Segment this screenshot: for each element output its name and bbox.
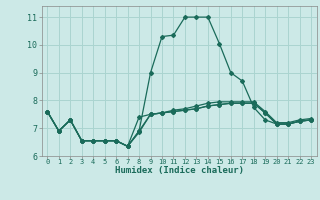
X-axis label: Humidex (Indice chaleur): Humidex (Indice chaleur) — [115, 166, 244, 175]
